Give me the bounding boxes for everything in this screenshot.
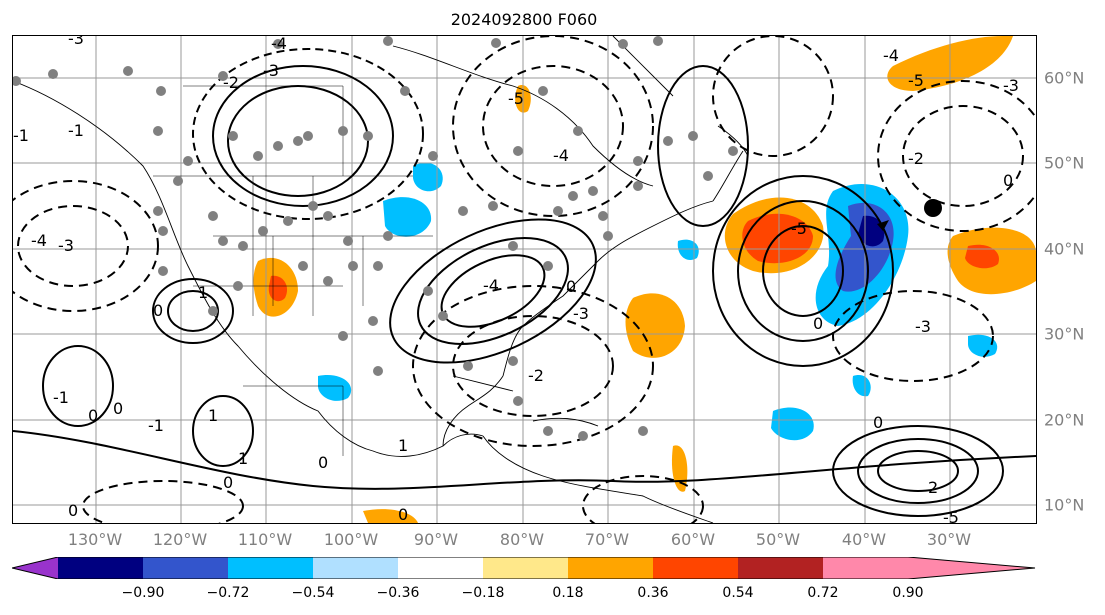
colorbar-tick: 0.72 bbox=[807, 585, 839, 601]
colorbar-segment bbox=[398, 557, 483, 579]
lon-label-50w: 50°W bbox=[755, 530, 801, 549]
colorbar-segment bbox=[228, 557, 313, 579]
svg-text:-5: -5 bbox=[908, 71, 924, 90]
colorbar-tick: −0.72 bbox=[206, 585, 250, 601]
svg-text:1: 1 bbox=[198, 283, 208, 302]
svg-text:0: 0 bbox=[223, 473, 233, 492]
lon-label-30w: 30°W bbox=[926, 530, 972, 549]
svg-text:-2: -2 bbox=[223, 73, 239, 92]
colorbar-segment bbox=[483, 557, 568, 579]
svg-text:-4: -4 bbox=[31, 231, 47, 250]
svg-text:0: 0 bbox=[88, 406, 98, 425]
dashed-contours bbox=[13, 36, 1036, 523]
svg-text:-5: -5 bbox=[943, 508, 959, 523]
colorbar-extend-max bbox=[908, 557, 1035, 579]
lat-label-40n: 40°N bbox=[1044, 239, 1085, 259]
borders bbox=[153, 85, 433, 456]
lon-label-60w: 60°W bbox=[670, 530, 716, 549]
lon-label-110w: 110°W bbox=[237, 530, 293, 549]
svg-text:0: 0 bbox=[873, 413, 883, 432]
colorbar-tick: −0.54 bbox=[291, 585, 335, 601]
svg-text:-1: -1 bbox=[53, 388, 69, 407]
lon-label-80w: 80°W bbox=[499, 530, 545, 549]
coastlines bbox=[13, 36, 749, 523]
lon-label-90w: 90°W bbox=[413, 530, 459, 549]
storm-marker bbox=[924, 199, 942, 217]
svg-text:-4: -4 bbox=[483, 276, 499, 295]
svg-text:0: 0 bbox=[813, 314, 823, 333]
arrow-marker bbox=[877, 220, 889, 231]
colorbar-tick: −0.18 bbox=[461, 585, 505, 601]
lat-label-30n: 30°N bbox=[1044, 324, 1085, 344]
map-title: 2024092800 F060 bbox=[450, 10, 598, 29]
colorbar-segment bbox=[738, 557, 823, 579]
svg-text:-5: -5 bbox=[791, 219, 807, 238]
svg-text:1: 1 bbox=[208, 406, 218, 425]
colorbar-segment bbox=[653, 557, 738, 579]
svg-text:-1: -1 bbox=[148, 416, 164, 435]
contour-label-layer: -3 -4 -3 -2 -1 -1 -5 -4 -4 -5 -3 -2 0 -4… bbox=[13, 36, 1019, 523]
svg-text:-3: -3 bbox=[263, 61, 279, 80]
colorbar-extend-min bbox=[12, 557, 58, 579]
colorbar-tick: −0.90 bbox=[121, 585, 165, 601]
svg-text:-3: -3 bbox=[58, 236, 74, 255]
colorbar-segment bbox=[58, 557, 143, 579]
svg-text:0: 0 bbox=[153, 301, 163, 320]
lat-label-10n: 10°N bbox=[1044, 495, 1085, 515]
lon-label-120w: 120°W bbox=[152, 530, 208, 549]
colorbar-tick: 0.90 bbox=[892, 585, 924, 601]
svg-text:-4: -4 bbox=[553, 146, 569, 165]
svg-text:0: 0 bbox=[398, 505, 408, 523]
colorbar-tick: 0.54 bbox=[722, 585, 754, 601]
svg-text:-3: -3 bbox=[915, 317, 931, 336]
colorbar-segment bbox=[823, 557, 908, 579]
station-markers bbox=[13, 36, 738, 441]
svg-text:0: 0 bbox=[566, 277, 576, 296]
lon-label-70w: 70°W bbox=[584, 530, 630, 549]
map-plot: -3 -4 -3 -2 -1 -1 -5 -4 -4 -5 -3 -2 0 -4… bbox=[13, 36, 1036, 523]
svg-text:0: 0 bbox=[68, 501, 78, 520]
colorbar bbox=[12, 557, 1036, 579]
colorbar-segment bbox=[313, 557, 398, 579]
lat-label-20n: 20°N bbox=[1044, 410, 1085, 430]
svg-text:-1: -1 bbox=[68, 121, 84, 140]
lon-label-40w: 40°W bbox=[841, 530, 887, 549]
colorbar-tick: 0.18 bbox=[552, 585, 584, 601]
svg-text:1: 1 bbox=[238, 449, 248, 468]
shaded-anomaly-layer bbox=[253, 36, 1036, 523]
colorbar-segment bbox=[143, 557, 228, 579]
colorbar-tick: −0.36 bbox=[376, 585, 420, 601]
svg-text:2: 2 bbox=[928, 478, 938, 497]
colorbar-segment bbox=[568, 557, 653, 579]
svg-text:-2: -2 bbox=[528, 366, 544, 385]
svg-text:0: 0 bbox=[318, 453, 328, 472]
svg-text:-2: -2 bbox=[908, 149, 924, 168]
svg-text:-3: -3 bbox=[1003, 76, 1019, 95]
svg-text:-1: -1 bbox=[13, 126, 29, 145]
svg-text:-4: -4 bbox=[883, 46, 899, 65]
lon-label-100w: 100°W bbox=[323, 530, 379, 549]
lon-label-130w: 130°W bbox=[67, 530, 123, 549]
svg-text:-3: -3 bbox=[68, 36, 84, 48]
lat-label-50n: 50°N bbox=[1044, 153, 1085, 173]
svg-text:-4: -4 bbox=[271, 36, 287, 53]
svg-text:0: 0 bbox=[1003, 171, 1013, 190]
svg-text:-5: -5 bbox=[508, 89, 524, 108]
svg-text:0: 0 bbox=[113, 399, 123, 418]
svg-text:1: 1 bbox=[398, 436, 408, 455]
lat-label-60n: 60°N bbox=[1044, 68, 1085, 88]
map-panel: -3 -4 -3 -2 -1 -1 -5 -4 -4 -5 -3 -2 0 -4… bbox=[12, 35, 1037, 524]
colorbar-tick: 0.36 bbox=[637, 585, 669, 601]
svg-text:-3: -3 bbox=[573, 304, 589, 323]
